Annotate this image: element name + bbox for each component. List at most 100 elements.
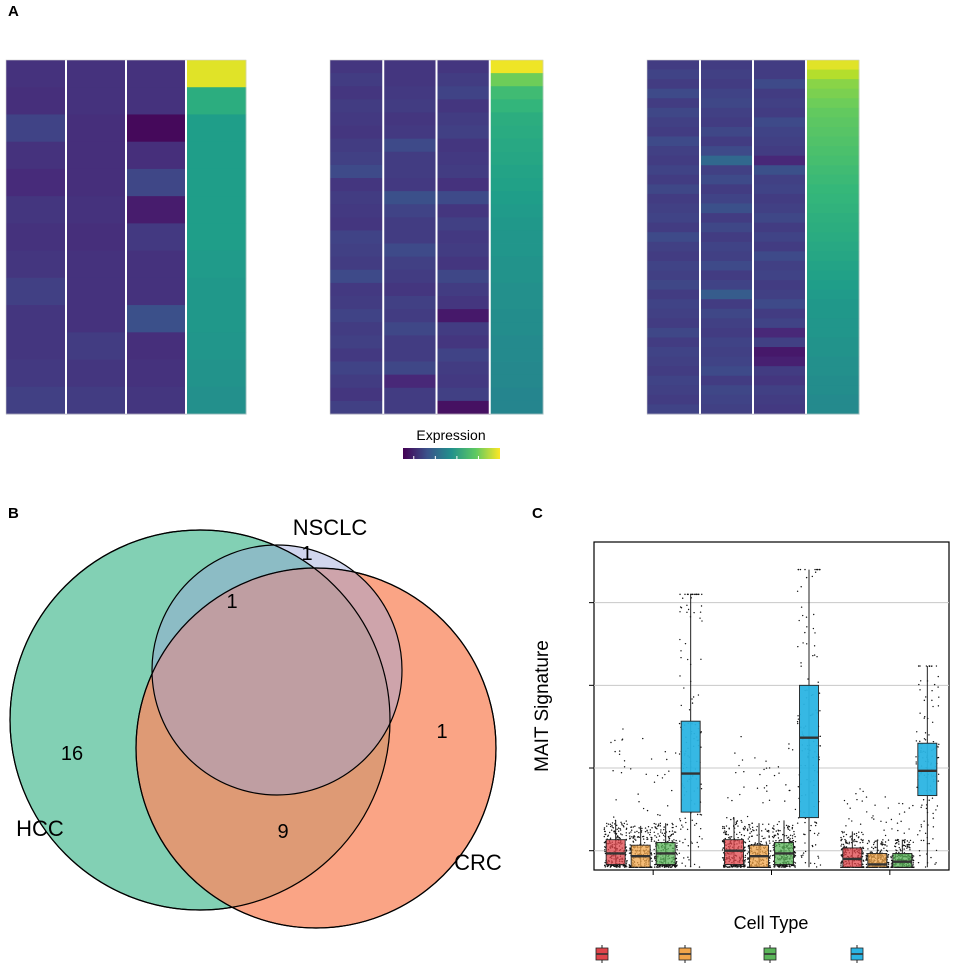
jitter-point [928, 799, 930, 801]
jitter-point [653, 822, 655, 825]
jitter-point [737, 825, 739, 827]
jitter-point [688, 859, 690, 861]
jitter-point [674, 866, 677, 868]
jitter-point [787, 825, 789, 827]
jitter-point [840, 862, 842, 865]
heatmap-cell [700, 385, 754, 396]
heatmap-cell [806, 308, 860, 319]
jitter-point [630, 826, 632, 829]
jitter-point [862, 863, 864, 866]
jitter-point [620, 772, 623, 774]
jitter-point [912, 859, 914, 861]
heatmap-cell [700, 60, 754, 70]
jitter-point [920, 680, 922, 682]
jitter-point [774, 834, 777, 836]
jitter-point [737, 864, 739, 867]
heatmap-cell [66, 168, 127, 197]
jitter-point [615, 864, 618, 867]
heatmap-cell [753, 404, 807, 415]
heatmap-cell [753, 385, 807, 396]
jitter-point [858, 831, 860, 833]
jitter-point [626, 861, 628, 863]
jitter-point [623, 826, 625, 828]
jitter-point [691, 593, 694, 596]
jitter-point [679, 820, 682, 822]
jitter-point [815, 866, 818, 868]
venn-label-nsclc: NSCLC [293, 515, 368, 540]
jitter-point [791, 749, 794, 751]
heatmap-nsclc [5, 59, 247, 415]
jitter-point [675, 862, 677, 864]
heatmap-cell [330, 296, 384, 310]
heatmap-cell [806, 213, 860, 224]
jitter-point [777, 837, 780, 839]
heatmap-cell [647, 213, 701, 224]
heatmap-cell [330, 125, 384, 140]
jitter-point [723, 826, 725, 828]
jitter-point [728, 866, 731, 868]
jitter-point [777, 865, 779, 867]
jitter-point [668, 830, 671, 833]
jitter-point [701, 620, 703, 622]
jitter-point [663, 828, 665, 831]
jitter-point [653, 852, 656, 855]
heatmap-cell [330, 361, 384, 376]
jitter-point [749, 828, 752, 830]
jitter-point [912, 804, 914, 807]
jitter-point [741, 865, 743, 868]
heatmap-cell [330, 282, 384, 297]
jitter-point [618, 866, 620, 868]
jitter-point [660, 829, 662, 831]
heatmap-cell [330, 178, 384, 192]
jitter-point [923, 717, 925, 719]
heatmap-cell [806, 260, 860, 271]
jitter-point [735, 822, 738, 825]
heatmap-cell [753, 347, 807, 357]
jitter-point [931, 721, 934, 723]
heatmap-cell [700, 366, 754, 377]
heatmap-cell [436, 322, 491, 336]
jitter-point [751, 826, 754, 829]
jitter-point [843, 799, 846, 802]
heatmap-cell [647, 98, 701, 109]
jitter-point [859, 841, 861, 844]
jitter-point [693, 611, 695, 614]
heatmap-cell [806, 394, 860, 405]
heatmap-cell [186, 87, 247, 115]
jitter-point [814, 568, 816, 571]
heatmap-cell [753, 79, 807, 90]
jitter-point [604, 866, 606, 868]
jitter-point [610, 829, 613, 831]
jitter-point [919, 854, 921, 857]
jitter-point [787, 827, 789, 829]
jitter-point [919, 665, 921, 667]
heatmap-cell [647, 327, 701, 338]
heatmap-cell [126, 277, 187, 306]
jitter-point [679, 840, 681, 842]
jitter-point [741, 838, 743, 840]
jitter-point [638, 801, 640, 803]
jitter-point [884, 841, 887, 843]
jitter-point [773, 828, 775, 830]
jitter-point [728, 836, 730, 839]
heatmap-cell [126, 60, 187, 88]
jitter-point [933, 683, 936, 686]
heatmap-cell [436, 151, 491, 166]
jitter-point [691, 842, 693, 844]
heatmap-cell [436, 230, 491, 244]
jitter-point [903, 839, 905, 842]
heatmap-cell [383, 178, 437, 192]
heatmap-cell [753, 260, 807, 271]
heatmap-cell [6, 332, 67, 360]
jitter-point [614, 750, 616, 753]
jitter-point [743, 865, 746, 867]
jitter-point [814, 821, 816, 823]
jitter-point [622, 865, 625, 867]
heatmap-cell [383, 204, 437, 218]
jitter-point [628, 852, 631, 854]
heatmap-cell [806, 270, 860, 281]
jitter-point [724, 865, 726, 867]
jitter-point [937, 686, 939, 688]
jitter-point [668, 864, 670, 867]
jitter-point [722, 825, 724, 828]
